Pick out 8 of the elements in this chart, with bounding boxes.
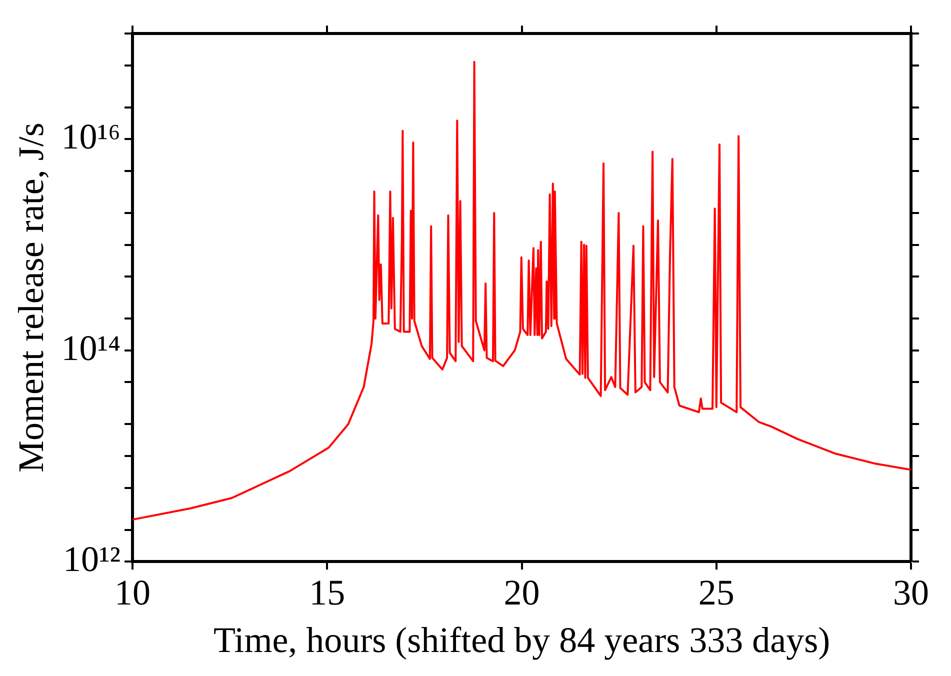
y-tick-label: 10¹⁴ (61, 328, 121, 368)
x-tick-label: 25 (698, 572, 734, 613)
x-tick-label: 30 (893, 572, 929, 613)
y-tick-label: 10¹⁶ (61, 116, 121, 157)
x-tick-label: 15 (309, 572, 346, 613)
x-axis-title: Time, hours (shifted by 84 years 333 days) (213, 620, 830, 660)
x-tick-label: 20 (504, 572, 540, 613)
y-axis-title: Moment release rate, J/s (11, 122, 52, 473)
